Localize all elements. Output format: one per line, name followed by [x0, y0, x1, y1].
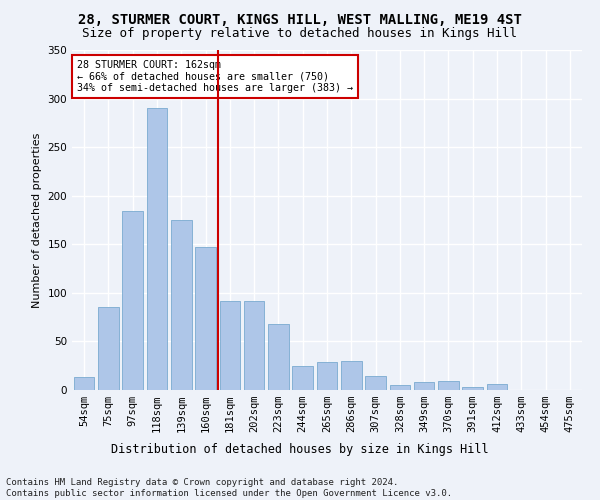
Text: Distribution of detached houses by size in Kings Hill: Distribution of detached houses by size … [111, 442, 489, 456]
Bar [341, 361, 362, 390]
Bar [244, 300, 265, 390]
Bar [317, 362, 337, 390]
Bar [171, 220, 191, 390]
Bar [220, 300, 240, 390]
Text: 28, STURMER COURT, KINGS HILL, WEST MALLING, ME19 4ST: 28, STURMER COURT, KINGS HILL, WEST MALL… [78, 12, 522, 26]
Bar [292, 366, 313, 390]
Text: Contains HM Land Registry data © Crown copyright and database right 2024.
Contai: Contains HM Land Registry data © Crown c… [6, 478, 452, 498]
Bar [122, 212, 143, 390]
Bar [74, 378, 94, 390]
Text: Size of property relative to detached houses in Kings Hill: Size of property relative to detached ho… [83, 28, 517, 40]
Bar [414, 382, 434, 390]
Bar [487, 384, 508, 390]
Bar [438, 382, 459, 390]
Bar [98, 308, 119, 390]
Y-axis label: Number of detached properties: Number of detached properties [32, 132, 42, 308]
Bar [146, 108, 167, 390]
Bar [195, 247, 216, 390]
Bar [389, 385, 410, 390]
Bar [365, 376, 386, 390]
Text: 28 STURMER COURT: 162sqm
← 66% of detached houses are smaller (750)
34% of semi-: 28 STURMER COURT: 162sqm ← 66% of detach… [77, 60, 353, 94]
Bar [268, 324, 289, 390]
Bar [463, 387, 483, 390]
